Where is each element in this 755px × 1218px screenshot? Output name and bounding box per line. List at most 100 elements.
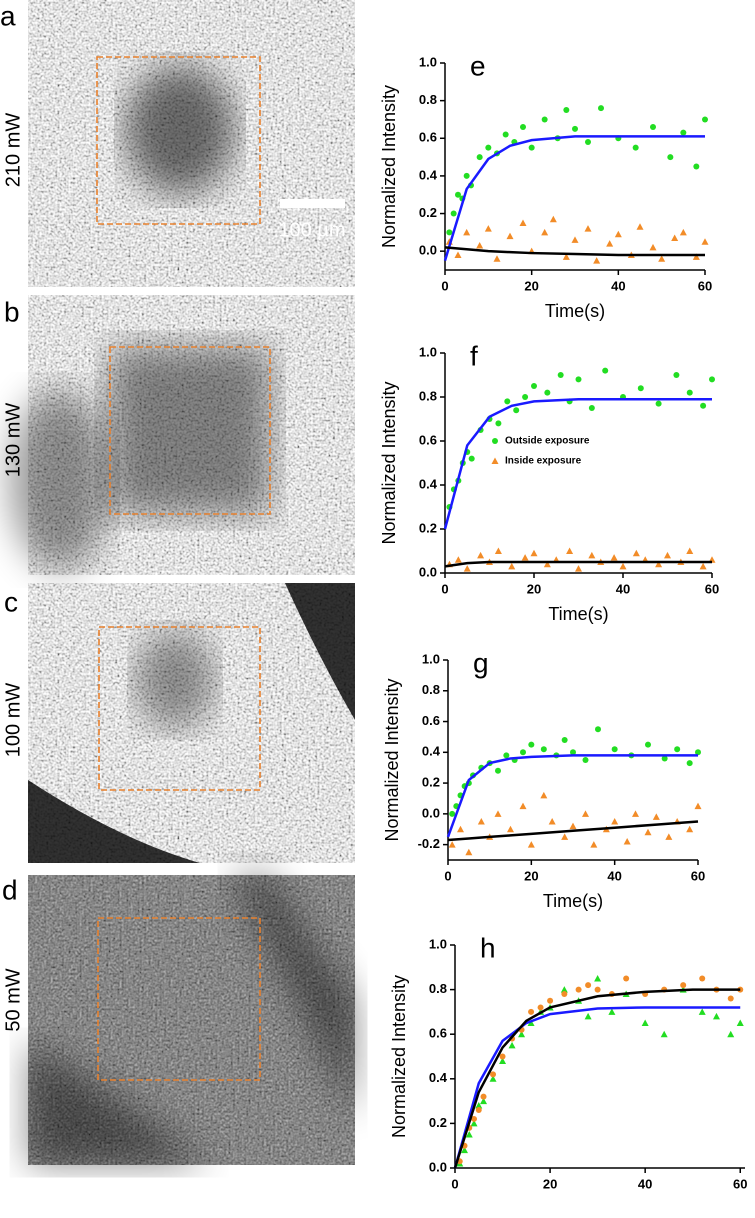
point bbox=[693, 163, 700, 170]
y-tick-label: 1.0 bbox=[419, 344, 437, 359]
point bbox=[506, 232, 514, 240]
point bbox=[680, 129, 687, 136]
point bbox=[528, 741, 535, 748]
point bbox=[664, 551, 671, 559]
point bbox=[712, 1012, 720, 1020]
y-tick-label: 0.0 bbox=[429, 1159, 447, 1174]
power-label: 210 mW bbox=[2, 113, 24, 188]
point bbox=[588, 551, 596, 559]
point bbox=[594, 974, 602, 982]
point bbox=[549, 215, 557, 223]
panel-letter: c bbox=[4, 586, 18, 617]
x-axis-label: Time(s) bbox=[548, 604, 608, 624]
point bbox=[541, 116, 548, 123]
point bbox=[480, 1093, 487, 1100]
point bbox=[508, 562, 516, 570]
point bbox=[527, 841, 535, 848]
point bbox=[560, 986, 568, 993]
point bbox=[504, 398, 511, 405]
fit-line bbox=[446, 754, 698, 838]
point bbox=[632, 549, 640, 557]
point bbox=[660, 1030, 668, 1038]
point bbox=[701, 238, 709, 245]
point bbox=[563, 107, 570, 114]
point bbox=[490, 1071, 497, 1078]
point bbox=[699, 975, 706, 982]
x-tick-label: 20 bbox=[543, 1176, 557, 1191]
point bbox=[594, 986, 601, 993]
point bbox=[502, 131, 509, 138]
point bbox=[461, 1146, 469, 1154]
x-tick-label: 40 bbox=[638, 1176, 652, 1191]
y-tick-label: 0.4 bbox=[429, 1070, 448, 1085]
point bbox=[686, 825, 694, 833]
point bbox=[641, 1019, 649, 1027]
panel-letter: f bbox=[470, 340, 478, 371]
y-tick-label: -0.2 bbox=[418, 836, 440, 851]
scale-bar-label: 100 µm bbox=[278, 219, 345, 241]
point bbox=[471, 1115, 478, 1122]
x-tick-label: 0 bbox=[441, 278, 448, 293]
point bbox=[520, 749, 526, 756]
point bbox=[446, 229, 453, 236]
point bbox=[521, 554, 529, 561]
point bbox=[475, 1102, 483, 1109]
point bbox=[548, 818, 556, 825]
point bbox=[595, 726, 601, 733]
point bbox=[575, 986, 582, 993]
image-a bbox=[28, 0, 355, 287]
point bbox=[686, 760, 693, 767]
point bbox=[477, 818, 485, 825]
point bbox=[495, 420, 502, 427]
power-label: 130 mW bbox=[2, 403, 24, 478]
x-tick-label: 20 bbox=[527, 581, 541, 596]
image-c bbox=[28, 583, 355, 863]
point bbox=[584, 1012, 592, 1020]
point bbox=[540, 791, 548, 799]
panel-letter: e bbox=[470, 50, 486, 81]
image-b bbox=[10, 295, 355, 575]
point bbox=[679, 228, 687, 236]
fit-line bbox=[443, 135, 705, 261]
y-tick-label: 0.8 bbox=[419, 92, 437, 107]
x-axis-label: Time(s) bbox=[545, 301, 605, 321]
panel-letter: h bbox=[480, 932, 496, 963]
y-tick-label: 0.6 bbox=[422, 713, 440, 728]
y-tick-label: 0.0 bbox=[419, 564, 437, 579]
point bbox=[561, 991, 568, 998]
point bbox=[528, 1008, 535, 1015]
y-tick-label: 0.4 bbox=[419, 476, 438, 491]
power-label: 100 mW bbox=[2, 683, 24, 758]
point bbox=[557, 372, 564, 378]
y-tick-label: 0.8 bbox=[419, 388, 437, 403]
point bbox=[661, 755, 668, 762]
point bbox=[575, 565, 582, 572]
point bbox=[702, 116, 708, 123]
point bbox=[632, 144, 639, 151]
y-axis-label: Normalized Intensity bbox=[379, 381, 399, 544]
point bbox=[494, 810, 502, 817]
point bbox=[582, 810, 589, 817]
point bbox=[673, 372, 680, 378]
point bbox=[572, 125, 578, 132]
point bbox=[665, 833, 673, 840]
legend-marker bbox=[492, 438, 498, 444]
point bbox=[495, 767, 501, 774]
point bbox=[477, 551, 485, 559]
x-tick-label: 0 bbox=[441, 581, 448, 596]
fit-line bbox=[443, 397, 712, 530]
x-tick-label: 20 bbox=[524, 278, 538, 293]
point bbox=[499, 1057, 507, 1064]
point bbox=[611, 818, 619, 825]
point bbox=[540, 746, 547, 753]
point bbox=[527, 1019, 535, 1027]
y-tick-label: 0.2 bbox=[429, 1115, 447, 1130]
x-tick-label: 60 bbox=[691, 868, 705, 883]
point bbox=[537, 1004, 544, 1011]
point bbox=[561, 737, 568, 743]
point bbox=[585, 139, 591, 146]
point bbox=[547, 997, 554, 1004]
point bbox=[457, 825, 464, 833]
point bbox=[531, 383, 537, 389]
